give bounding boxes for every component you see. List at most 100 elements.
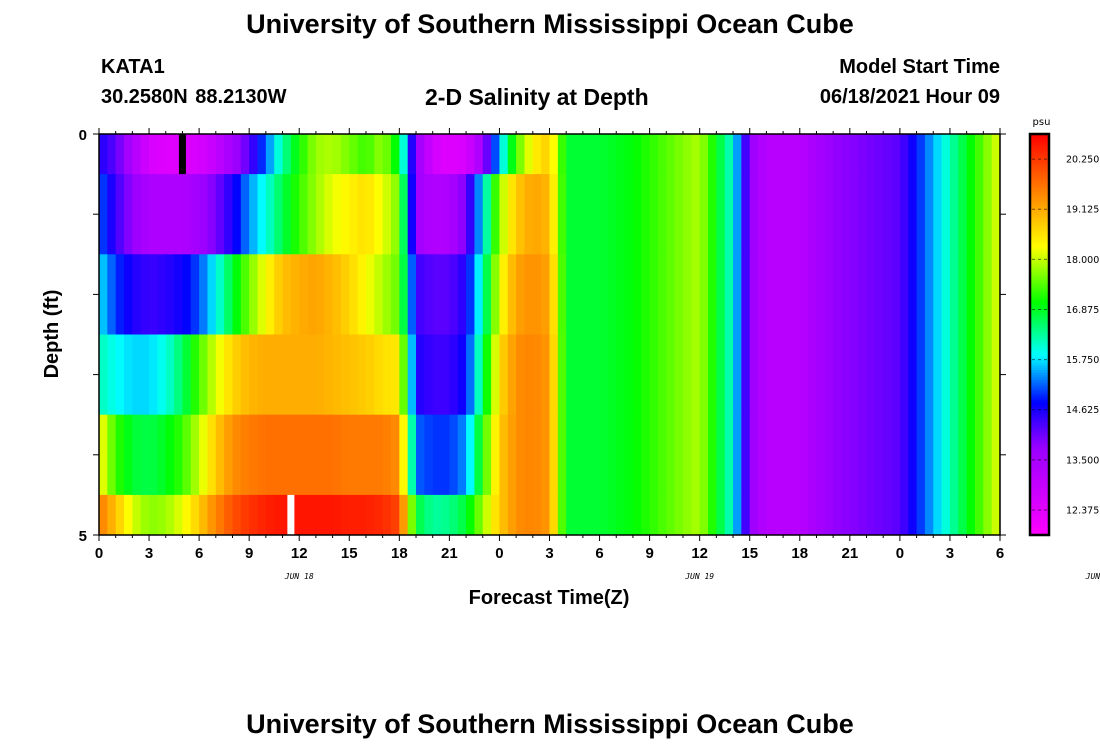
heatmap-cell bbox=[482, 494, 492, 536]
heatmap-cell bbox=[716, 134, 726, 175]
heatmap-cell bbox=[165, 334, 175, 416]
heatmap-cell bbox=[157, 334, 167, 416]
heatmap-cell bbox=[224, 134, 233, 175]
heatmap-cell bbox=[816, 414, 826, 496]
heatmap-cell bbox=[974, 334, 984, 416]
heatmap-cell bbox=[107, 334, 117, 416]
heatmap-cell bbox=[657, 414, 667, 496]
heatmap-cell bbox=[758, 174, 767, 255]
heatmap-cell bbox=[399, 494, 409, 536]
colorbar-label: 16.875 bbox=[1066, 305, 1099, 316]
x-tick-label: 3 bbox=[545, 545, 553, 562]
colorbar-cell bbox=[1030, 409, 1049, 413]
heatmap-cell bbox=[441, 134, 450, 175]
heatmap-cell bbox=[265, 174, 275, 255]
heatmap-cell bbox=[958, 134, 968, 175]
heatmap-cell bbox=[666, 494, 676, 536]
heatmap-cell bbox=[891, 254, 901, 335]
heatmap-cell bbox=[282, 494, 292, 536]
x-axis-label: Forecast Time(Z) bbox=[469, 587, 630, 609]
heatmap-cell bbox=[132, 174, 142, 255]
colorbar-cell bbox=[1030, 349, 1049, 353]
heatmap-cell bbox=[641, 334, 651, 416]
heatmap-cell bbox=[224, 414, 233, 496]
heatmap-cell bbox=[290, 254, 300, 335]
heatmap-cell bbox=[933, 494, 942, 536]
heatmap-cell bbox=[340, 494, 350, 536]
heatmap-cell bbox=[858, 494, 867, 536]
heatmap-cell bbox=[274, 254, 283, 335]
colorbar-cell bbox=[1030, 402, 1049, 406]
colorbar-cell bbox=[1030, 372, 1049, 376]
x-tick-label: 3 bbox=[946, 545, 954, 562]
heatmap-cell bbox=[274, 334, 283, 416]
heatmap-cell bbox=[974, 134, 984, 175]
heatmap-cell bbox=[165, 254, 175, 335]
heatmap-cell bbox=[466, 414, 475, 496]
heatmap-cell bbox=[741, 414, 751, 496]
heatmap-cell bbox=[924, 174, 934, 255]
heatmap-cell bbox=[257, 334, 267, 416]
heatmap-cell bbox=[933, 134, 942, 175]
heatmap-cell bbox=[115, 254, 125, 335]
heatmap-cell bbox=[457, 334, 467, 416]
heatmap-cell bbox=[958, 494, 968, 536]
colorbar-cell bbox=[1030, 369, 1049, 373]
heatmap-cell bbox=[557, 134, 567, 175]
heatmap-cell bbox=[699, 414, 709, 496]
heatmap-cell bbox=[215, 254, 225, 335]
heatmap-cell bbox=[566, 254, 575, 335]
heatmap-cell bbox=[140, 174, 150, 255]
heatmap-cell bbox=[858, 174, 867, 255]
heatmap-cell bbox=[566, 494, 575, 536]
colorbar-cell bbox=[1030, 144, 1049, 148]
heatmap-cell bbox=[524, 414, 534, 496]
colorbar-label: 20.250 bbox=[1066, 155, 1099, 166]
heatmap-cell bbox=[482, 334, 492, 416]
heatmap-cell bbox=[758, 334, 767, 416]
heatmap-cell bbox=[249, 254, 258, 335]
heatmap-cell bbox=[991, 174, 1001, 255]
heatmap-cell bbox=[833, 134, 842, 175]
heatmap-row-0.5-1.5 bbox=[99, 174, 1001, 255]
heatmap-cell bbox=[382, 494, 392, 536]
heatmap-cell bbox=[407, 414, 417, 496]
colorbar-cell bbox=[1030, 394, 1049, 398]
heatmap-cell bbox=[466, 494, 475, 536]
heatmap-cell bbox=[916, 254, 926, 335]
heatmap-cell bbox=[958, 254, 968, 335]
heatmap-cell bbox=[799, 134, 809, 175]
heatmap-cell bbox=[708, 494, 717, 536]
heatmap-cell bbox=[874, 134, 884, 175]
heatmap-cell bbox=[833, 254, 842, 335]
heatmap-cell bbox=[315, 174, 325, 255]
colorbar-cell bbox=[1030, 286, 1049, 290]
colorbar-cell bbox=[1030, 149, 1049, 153]
colorbar-cell bbox=[1030, 514, 1049, 518]
heatmap-cell bbox=[432, 254, 442, 335]
colorbar-cell bbox=[1030, 347, 1049, 351]
heatmap-cell bbox=[824, 174, 834, 255]
heatmap-cell bbox=[908, 254, 917, 335]
heatmap-cell bbox=[174, 134, 183, 175]
heatmap-cell bbox=[691, 134, 701, 175]
heatmap-cell bbox=[574, 174, 584, 255]
heatmap-cell bbox=[557, 334, 567, 416]
colorbar-cell bbox=[1030, 174, 1049, 178]
heatmap-cell bbox=[390, 494, 400, 536]
colorbar-cell bbox=[1030, 417, 1049, 421]
heatmap-cell bbox=[557, 254, 567, 335]
heatmap-cell bbox=[365, 134, 375, 175]
heatmap-cell bbox=[466, 254, 475, 335]
heatmap-cell bbox=[699, 134, 709, 175]
colorbar-cell bbox=[1030, 474, 1049, 478]
colorbar-cell bbox=[1030, 529, 1049, 533]
heatmap-cell bbox=[749, 174, 759, 255]
x-axis: 0 3 6 9 12 15 18 21 0 3 6 9 12 15 18 21 0 3 6 JUN 18 JUN 19 J… bbox=[95, 128, 1100, 581]
colorbar-cell bbox=[1030, 284, 1049, 288]
heatmap-cell bbox=[791, 174, 801, 255]
colorbar-cell bbox=[1030, 316, 1049, 320]
heatmap-cell bbox=[165, 494, 175, 536]
heatmap-cell bbox=[958, 414, 968, 496]
